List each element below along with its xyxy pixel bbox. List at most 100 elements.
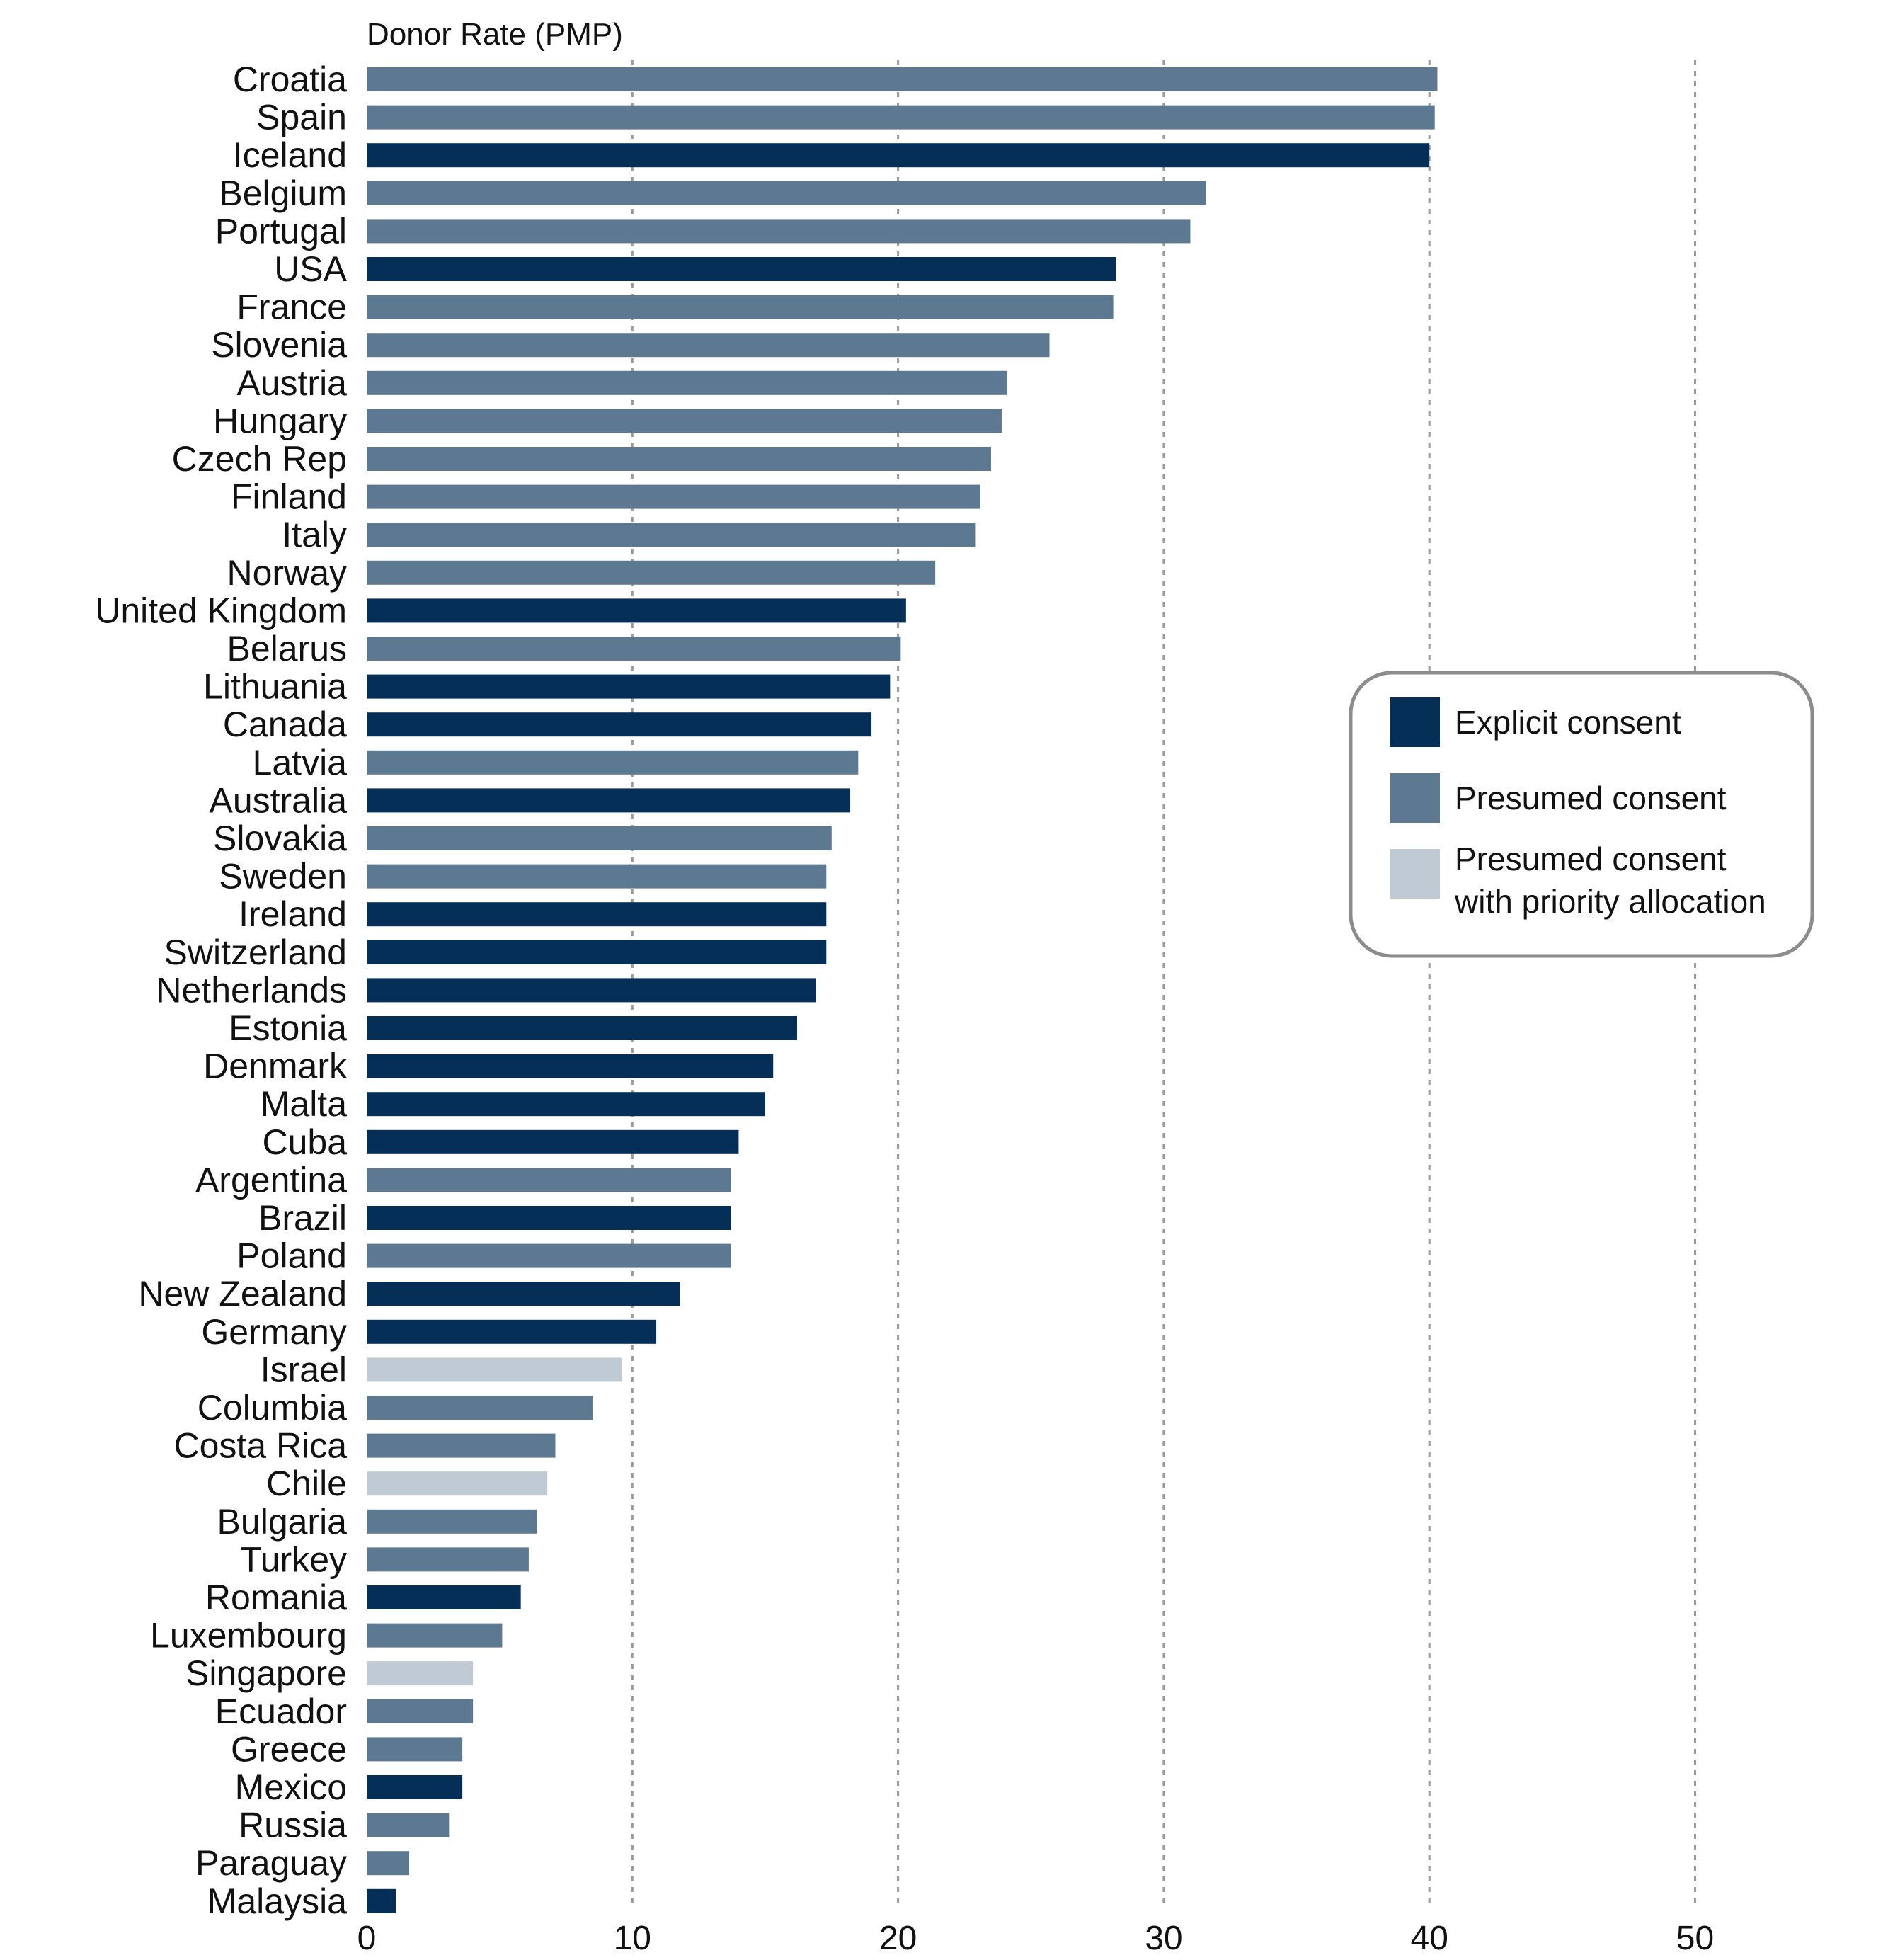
label-brazil: Brazil [258,1198,347,1238]
bar-greece [367,1737,463,1762]
bar-romania [367,1585,521,1609]
bar-turkey [367,1547,529,1572]
bar-malaysia [367,1888,396,1913]
bar-cuba [367,1129,739,1154]
label-lithuania: Lithuania [203,667,347,707]
label-mexico: Mexico [235,1767,347,1807]
legend-box [1349,671,1814,958]
label-bulgaria: Bulgaria [217,1502,348,1542]
bar-canada [367,712,872,737]
bar-spain [367,105,1435,130]
label-greece: Greece [231,1729,347,1769]
label-estonia: Estonia [229,1008,347,1048]
bar-israel [367,1357,622,1382]
bar-slovakia [367,826,832,850]
label-poland: Poland [236,1236,347,1276]
label-luxembourg: Luxembourg [150,1616,347,1656]
label-malaysia: Malaysia [207,1881,347,1921]
bar-sweden [367,864,827,889]
label-czech-rep: Czech Rep [172,439,347,479]
label-spain: Spain [256,98,347,137]
bar-netherlands [367,978,816,1003]
label-paraguay: Paraguay [195,1843,347,1883]
bar-malta [367,1092,765,1117]
bar-norway [367,560,936,585]
label-canada: Canada [223,705,347,744]
bar-slovenia [367,333,1050,358]
label-norway: Norway [227,553,347,593]
bar-brazil [367,1206,731,1230]
tick-label-30: 30 [1145,1920,1182,1957]
tick-label-10: 10 [614,1920,651,1957]
label-croatia: Croatia [233,59,347,99]
bar-poland [367,1243,731,1268]
bar-mexico [367,1775,463,1799]
label-belgium: Belgium [219,173,347,213]
label-new-zealand: New Zealand [138,1274,347,1314]
legend-swatch-presumed [1390,773,1440,823]
label-portugal: Portugal [215,211,347,251]
label-slovakia: Slovakia [213,819,347,858]
label-netherlands: Netherlands [156,970,347,1010]
bar-ireland [367,902,827,927]
bar-argentina [367,1168,731,1192]
label-malta: Malta [261,1084,347,1124]
label-latvia: Latvia [253,743,348,782]
bar-austria [367,370,1007,395]
bar-singapore [367,1661,474,1686]
label-turkey: Turkey [240,1539,347,1579]
bar-belgium [367,181,1206,205]
bar-croatia [367,67,1438,91]
bar-czech-rep [367,447,991,471]
legend: Explicit consent Presumed consent Presumed… [1349,671,1814,958]
bar-paraguay [367,1851,410,1876]
bar-switzerland [367,940,827,964]
bar-italy [367,523,976,547]
legend-swatch-priority [1390,849,1440,899]
bar-australia [367,788,851,813]
tick-label-0: 0 [357,1920,377,1957]
label-argentina: Argentina [195,1160,347,1200]
bar-iceland [367,143,1430,168]
label-belarus: Belarus [227,629,347,668]
tick-label-50: 50 [1676,1920,1714,1957]
label-finland: Finland [231,477,347,517]
label-denmark: Denmark [203,1047,348,1086]
bar-belarus [367,637,901,661]
label-usa: USA [274,249,347,289]
legend-label-explicit: Explicit consent [1455,704,1681,741]
label-iceland: Iceland [233,135,347,175]
label-cuba: Cuba [262,1122,347,1162]
label-ireland: Ireland [239,894,347,934]
bar-united-kingdom [367,598,906,623]
bar-usa [367,257,1116,281]
bar-denmark [367,1054,774,1078]
bar-ecuador [367,1699,474,1723]
bar-portugal [367,219,1191,244]
label-austria: Austria [236,363,347,403]
legend-swatch-explicit [1390,697,1440,747]
bar-costa-rica [367,1433,556,1458]
legend-label-presumed: Presumed consent [1455,780,1727,816]
tick-label-20: 20 [879,1920,917,1957]
bar-germany [367,1319,657,1344]
bar-hungary [367,409,1002,433]
bars [367,67,1438,1913]
label-switzerland: Switzerland [164,933,347,972]
bar-bulgaria [367,1509,537,1534]
label-costa-rica: Costa Rica [173,1426,347,1466]
bar-columbia [367,1396,593,1420]
label-sweden: Sweden [219,857,347,896]
x-axis-ticks: 0 10 20 30 40 50 [357,1920,1715,1957]
bar-finland [367,484,980,509]
label-hungary: Hungary [213,401,347,440]
bar-russia [367,1813,450,1838]
bar-latvia [367,750,859,775]
legend-label-priority-line-2: with priority allocation [1454,883,1766,920]
label-israel: Israel [261,1350,347,1389]
label-italy: Italy [282,515,347,554]
label-germany: Germany [201,1312,347,1352]
label-russia: Russia [239,1806,347,1845]
bar-luxembourg [367,1623,503,1648]
